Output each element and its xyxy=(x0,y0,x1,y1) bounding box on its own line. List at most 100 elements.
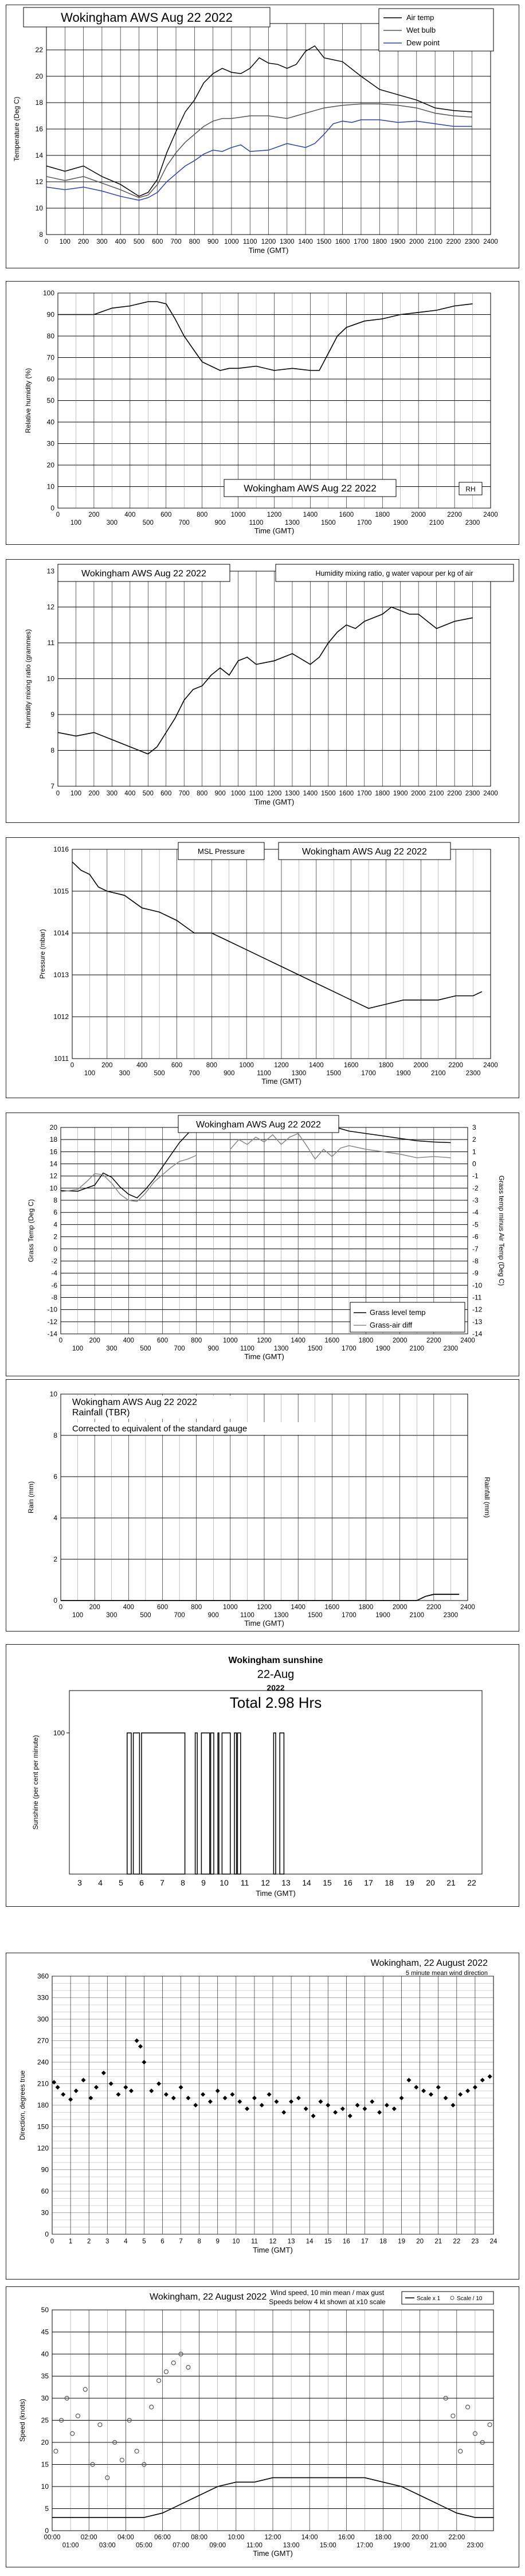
y-tick-label: 11 xyxy=(48,639,55,647)
series-line-1 xyxy=(46,103,472,198)
x-tick-label-bottom: 2300 xyxy=(466,1070,481,1077)
x-tick-label-bottom: 21:00 xyxy=(430,2542,446,2549)
x-tick-label: 10 xyxy=(220,1878,229,1887)
x-tick-label-top: 800 xyxy=(197,512,207,518)
x-tick-label: 19 xyxy=(398,2238,405,2245)
temperature-chart: 8101214161820222401002003004005006007008… xyxy=(13,7,498,255)
x-tick-label-bottom: 900 xyxy=(224,1070,234,1077)
y-right-tick-label: -2 xyxy=(472,1184,479,1192)
gust-point xyxy=(112,2440,117,2445)
x-tick-label: 0 xyxy=(45,239,48,245)
x-axis-label: Time (GMT) xyxy=(261,1077,301,1086)
sunshine-bar xyxy=(237,1732,241,1875)
x-tick-label: 1300 xyxy=(280,239,295,245)
chart-title: Wokingham AWS Aug 22 2022 xyxy=(81,569,206,579)
x-tick-label-bottom: 15:00 xyxy=(320,2542,336,2549)
x-tick-label-top: 0 xyxy=(70,1062,74,1069)
sunshine-bar xyxy=(141,1732,186,1875)
chart-subtitle: 5 minute mean wind direction xyxy=(406,1970,488,1977)
y-right-tick-label: -11 xyxy=(472,1293,482,1301)
x-tick-label-bottom: 2100 xyxy=(429,520,444,526)
direction-point xyxy=(101,2070,106,2075)
x-tick-label-top: 800 xyxy=(191,1337,202,1344)
x-tick-label-bottom: 01:00 xyxy=(62,2542,79,2549)
wind-speed-chart: 0 5 10 15 20 25 30 35 40 45 50 00:00 02:00 04:00 06:00… xyxy=(18,2289,494,2558)
y-tick-label: 22 xyxy=(36,46,44,54)
x-tick-label: 22 xyxy=(467,1878,476,1887)
y-tick-label: 14 xyxy=(50,1160,58,1168)
x-tick-label-bottom: 2100 xyxy=(409,1345,424,1352)
x-tick-label-top: 800 xyxy=(206,1062,217,1069)
x-tick-label-top: 1400 xyxy=(303,512,318,518)
x-tick-label-top: 1600 xyxy=(339,512,354,518)
direction-point xyxy=(267,2092,272,2097)
y-tick-label: 9 xyxy=(50,711,54,719)
direction-point xyxy=(333,2110,338,2115)
y-tick-label: 0 xyxy=(45,2230,49,2238)
x-tick-label: 1700 xyxy=(354,239,369,245)
direction-point xyxy=(215,2089,220,2093)
y-tick-label: -4 xyxy=(51,1269,57,1277)
y-right-tick-label: -13 xyxy=(472,1318,483,1326)
series-line-0 xyxy=(61,1594,460,1601)
y-right-tick-label: -4 xyxy=(472,1208,479,1216)
direction-point xyxy=(318,2099,323,2104)
x-tick-label-top: 12:00 xyxy=(265,2534,281,2541)
legend-label: Grass level temp xyxy=(370,1308,426,1317)
chart-subtitle: Rainfall (TBR) xyxy=(72,1408,130,1418)
y-tick-label: 4 xyxy=(53,1514,57,1522)
y-tick-label: 15 xyxy=(41,2461,49,2469)
gust-point xyxy=(64,2395,69,2401)
y-tick-label: 10 xyxy=(50,1390,58,1398)
y-tick-label: 12 xyxy=(36,178,44,186)
y-right-axis-label: Grass temp minus Air Temp (Deg C) xyxy=(497,1176,506,1286)
y-tick-label: 8 xyxy=(39,231,43,239)
x-tick-label-top: 200 xyxy=(89,1337,100,1344)
direction-point xyxy=(52,2080,57,2085)
y-tick-label: 1015 xyxy=(53,887,69,895)
direction-point xyxy=(326,2103,331,2107)
x-tick-label: 600 xyxy=(160,790,171,797)
x-tick-label: 1400 xyxy=(298,239,313,245)
x-tick-label: 13 xyxy=(288,2238,295,2245)
x-tick-label-bottom: 500 xyxy=(140,1612,151,1619)
y-axis-label: Rain (mm) xyxy=(27,1481,35,1513)
y-tick-label: 330 xyxy=(37,1994,49,2002)
series-line-2 xyxy=(60,1155,197,1202)
y-tick-label: -8 xyxy=(51,1293,57,1301)
chart-title-box xyxy=(57,564,230,582)
y-tick-label: 1014 xyxy=(53,929,69,937)
sunshine-chart-panel: 100 3 4 5 6 7 8 9 10 11 12 13 14 15 16 17 18 19 20 21 22 Time… xyxy=(6,1644,519,1907)
x-tick-label: 17 xyxy=(364,1878,373,1887)
x-tick-label-bottom: 1100 xyxy=(240,1345,254,1352)
x-tick-label-top: 200 xyxy=(88,512,99,518)
x-tick-label: 24 xyxy=(490,2238,497,2245)
x-tick-label: 15 xyxy=(324,2238,332,2245)
legend-box xyxy=(350,1302,465,1333)
chart-note: Speeds below 4 kt shown at x10 scale xyxy=(269,2298,386,2306)
legend-label: Wet bulb xyxy=(406,26,436,34)
y-tick-label: 8 xyxy=(53,1196,57,1204)
x-tick-label: 200 xyxy=(78,239,89,245)
x-tick-label: 800 xyxy=(197,790,207,797)
direction-point xyxy=(222,2095,228,2101)
x-tick-label: 1800 xyxy=(375,790,390,797)
gust-point xyxy=(186,2365,191,2370)
x-tick-label: 16 xyxy=(343,2238,350,2245)
direction-point xyxy=(94,2085,99,2090)
x-tick-label: 2100 xyxy=(429,790,444,797)
x-tick-label: 1000 xyxy=(224,239,239,245)
x-tick-label-bottom: 11:00 xyxy=(246,2542,262,2549)
x-tick-label-top: 600 xyxy=(157,1337,168,1344)
y-tick-label: 10 xyxy=(41,2483,49,2491)
x-tick-label-top: 1000 xyxy=(223,1604,238,1611)
x-tick-label: 2 xyxy=(87,2238,91,2245)
x-tick-label-bottom: 1500 xyxy=(308,1612,323,1619)
direction-point xyxy=(128,2089,134,2093)
x-tick-label-top: 1200 xyxy=(274,1062,289,1069)
title-background xyxy=(64,1396,247,1419)
mixing-ratio-chart-panel: 7 8 9 10 11 12 13 0 100 200 300 400 500 600 700 800 900 1… xyxy=(6,559,519,823)
